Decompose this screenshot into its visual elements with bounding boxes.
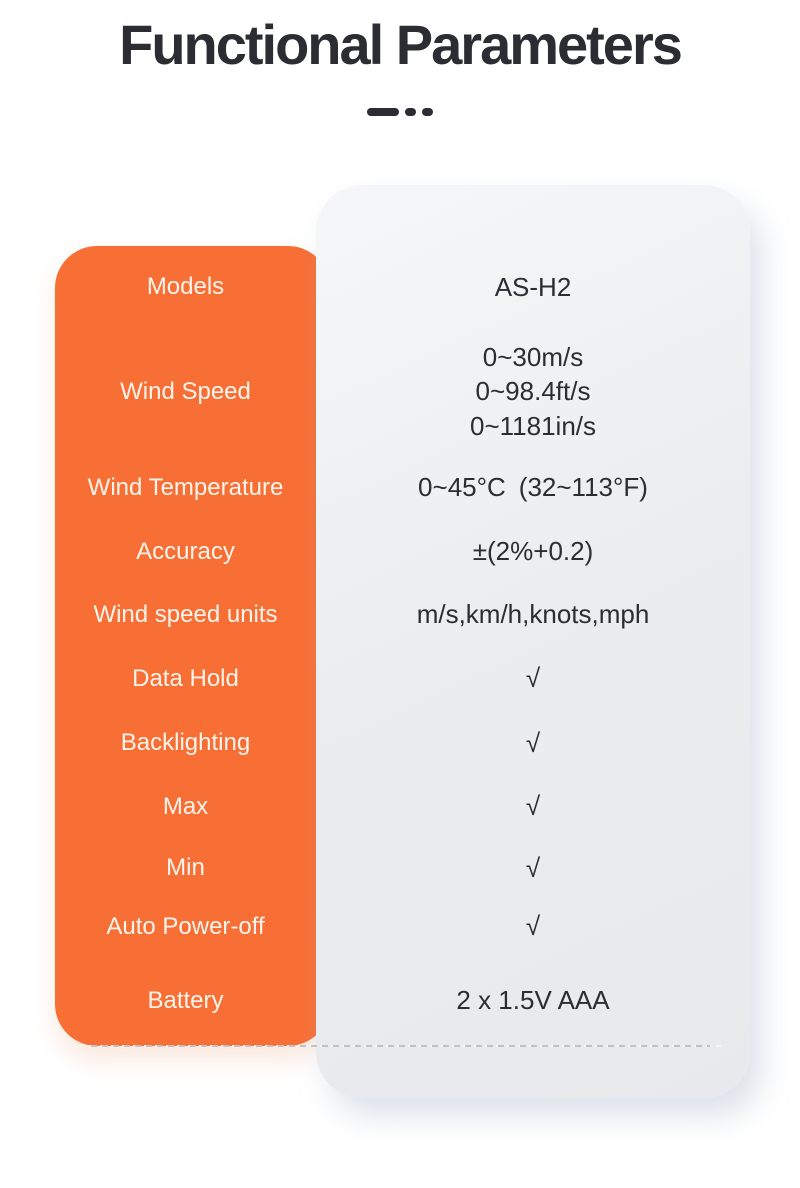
labels-panel [55, 246, 330, 1046]
underline-dot [422, 108, 433, 116]
table-row-wind-speed-units: Wind speed units m/s,km/h,knots,mph [55, 583, 750, 1047]
param-value: AS-H2 [494, 271, 572, 302]
spec-table: Models AS-H2 Wind Speed 0~30m/s 0~98.4ft… [55, 246, 750, 1047]
param-value checkmark: √ [525, 663, 541, 694]
underline-dot [405, 108, 416, 116]
param-label: Models [146, 273, 225, 300]
param-value checkmark: √ [525, 852, 541, 883]
page-title: Functional Parameters [119, 13, 683, 76]
table-row-data-hold: Data Hold √ [55, 646, 750, 1047]
table-row-backlighting: Backlighting √ [55, 711, 750, 1047]
param-label: Wind Speed [120, 377, 251, 405]
table-row-accuracy: Accuracy ±(2%+0.2) [55, 520, 750, 1047]
table-row-models: Models AS-H2 [55, 246, 750, 1047]
param-value: 2 x 1.5V AAA [456, 985, 610, 1016]
param-value checkmark: √ [525, 911, 541, 942]
table-row-min: Min √ [55, 838, 750, 1047]
table-row-wind-temperature: Wind Temperature 0~45°C (32~113°F) [55, 455, 750, 1047]
param-value: 0~45°C (32~113°F) [418, 472, 648, 503]
param-label: Max [162, 792, 209, 820]
param-label: Auto Power-off [106, 912, 265, 940]
param-value: 0~30m/s 0~98.4ft/s 0~1181in/s [469, 341, 596, 441]
param-value: m/s,km/h,knots,mph [416, 599, 650, 630]
table-row-max: Max √ [55, 775, 750, 1047]
underline-dash [367, 108, 399, 116]
param-label: Wind speed units [93, 600, 278, 628]
param-label: Backlighting [120, 729, 251, 756]
table-row-wind-speed: Wind Speed 0~30m/s 0~98.4ft/s 0~1181in/s [55, 328, 750, 1047]
param-value: ±(2%+0.2) [472, 536, 594, 567]
table-row-auto-power-off: Auto Power-off √ [55, 898, 750, 1047]
param-label: Battery [147, 986, 224, 1014]
table-row-battery: Battery 2 x 1.5V AAA [55, 955, 750, 1046]
values-panel [316, 185, 750, 1098]
title-underline-decoration [0, 108, 800, 116]
param-label: Data Hold [132, 664, 239, 692]
param-label: Accuracy [136, 537, 235, 565]
param-value checkmark: √ [525, 727, 541, 758]
param-value checkmark: √ [525, 791, 541, 822]
row-separator [91, 1045, 710, 1047]
param-label: Wind Temperature [87, 473, 284, 501]
param-label: Min [166, 854, 205, 881]
